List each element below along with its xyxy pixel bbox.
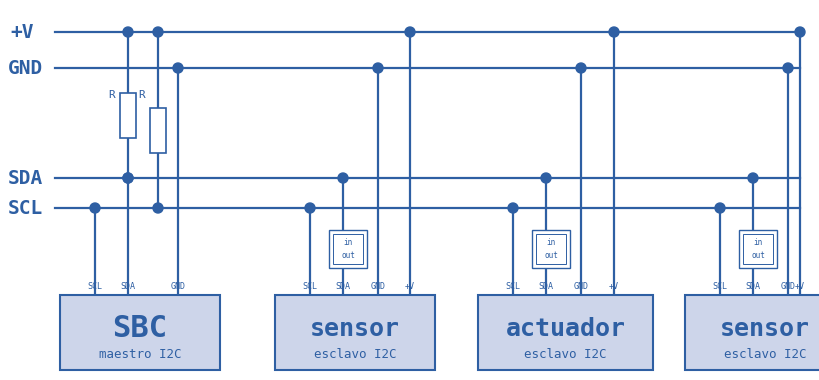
Text: SDA: SDA [8,168,43,187]
Circle shape [609,27,618,37]
Text: SCL: SCL [8,198,43,217]
Circle shape [90,203,100,213]
Circle shape [794,27,804,37]
Text: sensor: sensor [310,317,400,341]
Bar [738,230,776,268]
Text: actuador: actuador [505,317,625,341]
Circle shape [123,173,133,183]
Text: SDA: SDA [120,282,135,291]
Text: SCL: SCL [712,282,726,291]
Bar [274,295,434,370]
Circle shape [747,173,757,183]
Circle shape [714,203,724,213]
Text: +V: +V [10,22,34,41]
Text: esclavo I2C: esclavo I2C [523,348,606,361]
Bar [328,230,367,268]
Circle shape [123,27,133,37]
Text: in: in [545,238,555,247]
Circle shape [373,63,382,73]
Text: +V: +V [794,282,804,291]
Bar [477,295,652,370]
Text: R: R [108,90,115,100]
Circle shape [153,203,163,213]
Circle shape [575,63,586,73]
Text: in: in [343,238,352,247]
Text: GND: GND [572,282,588,291]
Circle shape [173,63,183,73]
Text: GND: GND [780,282,794,291]
Text: GND: GND [170,282,185,291]
Circle shape [337,173,347,183]
Bar [150,108,165,152]
Circle shape [541,173,550,183]
Text: sensor: sensor [719,317,809,341]
Text: SDA: SDA [335,282,350,291]
Text: SDA: SDA [744,282,759,291]
Text: +V: +V [405,282,414,291]
Circle shape [123,173,133,183]
Text: GND: GND [370,282,385,291]
Bar [742,234,772,264]
Bar [60,295,219,370]
Circle shape [782,63,792,73]
Bar [684,295,819,370]
Text: maestro I2C: maestro I2C [98,348,181,361]
Circle shape [508,203,518,213]
Text: GND: GND [8,59,43,78]
Text: out: out [341,251,355,260]
Text: SDA: SDA [538,282,553,291]
Bar [536,234,565,264]
Text: in: in [753,238,762,247]
Circle shape [153,27,163,37]
Text: out: out [543,251,557,260]
Text: esclavo I2C: esclavo I2C [723,348,805,361]
Bar [532,230,569,268]
Circle shape [405,27,414,37]
Bar [333,234,363,264]
Text: out: out [750,251,764,260]
Text: SCL: SCL [302,282,317,291]
Text: SCL: SCL [505,282,520,291]
Text: esclavo I2C: esclavo I2C [314,348,396,361]
Text: SBC: SBC [112,314,167,343]
Text: +V: +V [609,282,618,291]
Circle shape [305,203,314,213]
Text: SCL: SCL [88,282,102,291]
Bar [120,92,136,138]
Text: R: R [138,90,145,100]
